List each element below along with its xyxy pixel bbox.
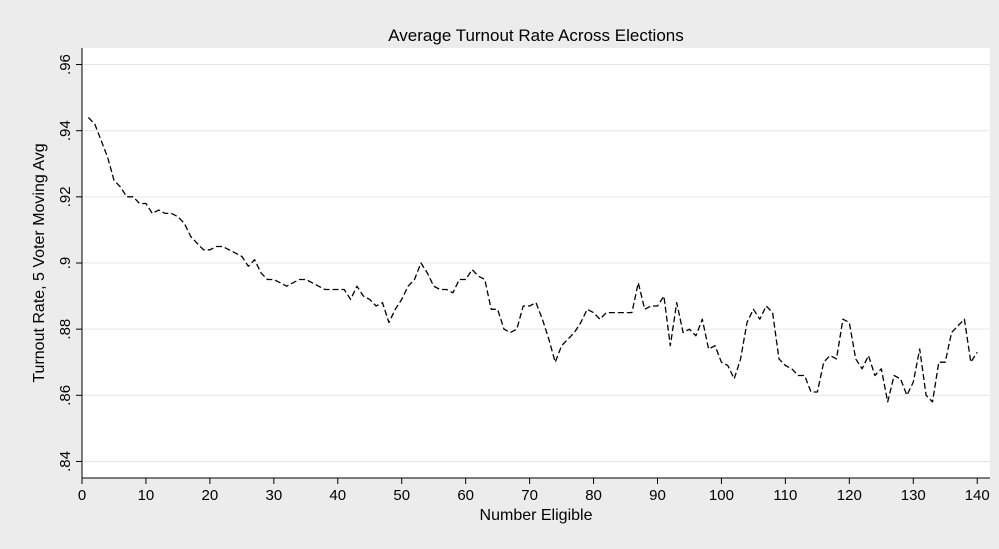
y-tick-label-2: .88	[57, 319, 74, 340]
gridlines	[82, 64, 990, 462]
x-axis-ticks: 0 10 20 30 40 50 60 70 80 90 100 110 120 130 140	[78, 478, 990, 504]
x-tick-label-13: 130	[901, 487, 926, 504]
chart-title: Average Turnout Rate Across Elections	[388, 26, 683, 45]
x-tick-label-4: 40	[329, 487, 346, 504]
x-tick-label-14: 140	[965, 487, 990, 504]
y-tick-label-0: .84	[57, 451, 74, 472]
y-tick-label-6: .96	[57, 54, 74, 75]
series-line-0	[87, 117, 978, 403]
series-group	[87, 117, 978, 403]
x-tick-label-7: 70	[521, 487, 538, 504]
y-tick-label-3: .9	[57, 257, 74, 270]
y-axis-title: Turnout Rate, 5 Voter Moving Avg	[31, 143, 48, 382]
y-tick-label-1: .86	[57, 385, 74, 406]
x-tick-label-12: 120	[837, 487, 862, 504]
x-tick-label-0: 0	[78, 487, 86, 504]
x-tick-label-1: 10	[138, 487, 155, 504]
x-tick-label-5: 50	[393, 487, 410, 504]
x-tick-label-10: 100	[709, 487, 734, 504]
x-tick-label-3: 30	[265, 487, 282, 504]
x-axis-title: Number Eligible	[480, 507, 593, 524]
y-axis-ticks: .84 .86 .88 .9 .92 .94 .96	[57, 54, 82, 472]
x-tick-label-2: 20	[202, 487, 219, 504]
x-tick-label-6: 60	[457, 487, 474, 504]
x-tick-label-11: 110	[773, 487, 797, 504]
x-tick-label-8: 80	[585, 487, 602, 504]
x-tick-label-9: 90	[649, 487, 666, 504]
y-tick-label-5: .94	[57, 120, 74, 141]
y-tick-label-4: .92	[57, 186, 74, 207]
